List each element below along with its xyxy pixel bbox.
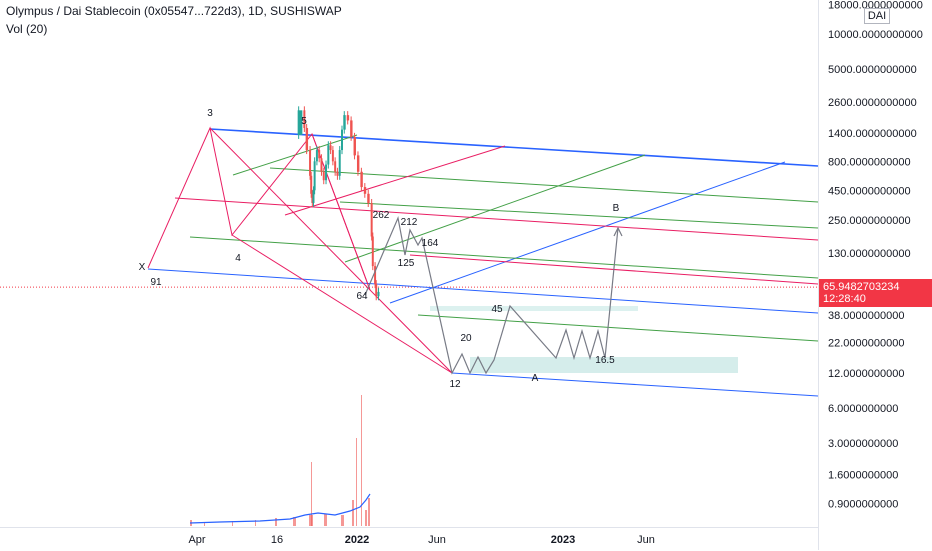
wave-label: 4 (235, 253, 241, 264)
price-axis[interactable] (818, 0, 932, 550)
candle-body (375, 284, 378, 297)
candle-body (346, 115, 350, 121)
pattern-diagonal-2 (231, 234, 453, 374)
wave-label: 20 (460, 333, 472, 344)
candle-body (329, 145, 332, 151)
wave-label: 164 (422, 238, 439, 249)
wave-label: 45 (491, 304, 503, 315)
pattern-diagonal-1 (209, 127, 371, 291)
wave-label: B (613, 203, 620, 214)
candle-body (363, 187, 367, 194)
volume-bar (293, 517, 296, 526)
wave-label: 262 (373, 210, 390, 221)
volume-bar (204, 522, 205, 526)
candle-body (318, 150, 321, 159)
wave-label: 64 (356, 291, 368, 302)
candle-body (310, 175, 313, 194)
candle-body (371, 236, 374, 267)
wave-label: A (532, 373, 539, 384)
volume-bar (255, 520, 256, 526)
volume-ma-line (189, 493, 371, 524)
wave-label: 3 (207, 108, 213, 119)
volume-bar (361, 395, 362, 526)
candle-body (374, 266, 377, 285)
candle-body (334, 161, 337, 172)
wave-label: 12 (449, 379, 461, 390)
volume-bar (275, 518, 277, 526)
candle-body (353, 136, 356, 156)
green-parallel-3 (189, 236, 819, 279)
volume-bar (341, 515, 344, 526)
volume-bar (232, 521, 233, 526)
green-parallel-2 (339, 201, 819, 229)
candle-body (343, 115, 346, 130)
projection-arrow (613, 226, 623, 237)
bar-countdown: 12:28:40 (823, 293, 866, 305)
wave-label: 125 (398, 258, 415, 269)
candle-body (312, 190, 315, 203)
mid-channel-line (147, 268, 819, 314)
wave-label: 212 (401, 217, 418, 228)
candle-body (367, 193, 370, 203)
volume-bar (365, 510, 367, 526)
candle-body (322, 171, 325, 181)
current-price-tag: 65.9482703234 12:28:40 (819, 279, 932, 307)
wave-label: 91 (150, 277, 162, 288)
candle-body (338, 150, 341, 176)
support-zone (470, 357, 738, 373)
green-parallel-1 (269, 167, 819, 203)
candle-body (341, 129, 343, 151)
candle-body (327, 145, 330, 165)
current-price-value: 65.9482703234 (823, 281, 900, 293)
wave-label: X (139, 262, 146, 273)
green-fork-line (344, 154, 646, 263)
lower-channel-line (451, 372, 819, 397)
candle-body (311, 193, 314, 203)
candle-body (303, 110, 306, 128)
pink-parallel-1 (174, 197, 819, 241)
wave-label: 5 (301, 116, 307, 127)
candle-body (377, 291, 380, 297)
candle-body (309, 150, 312, 176)
candle-body (350, 120, 353, 137)
candle-body (325, 164, 328, 181)
candle-body (336, 171, 339, 176)
volume-bar (352, 500, 354, 526)
volume-bar (368, 498, 370, 526)
candle-body (320, 158, 323, 172)
candle-body (315, 150, 318, 162)
candle-body (305, 127, 309, 151)
time-axis[interactable] (0, 527, 818, 551)
candle-body (297, 110, 303, 135)
wave-label: 16.5 (595, 355, 615, 366)
candle-body (360, 171, 363, 188)
harmonic-pattern (147, 126, 453, 374)
currency-badge[interactable]: DAI (864, 8, 890, 24)
volume-bar (356, 438, 357, 526)
median-fork-line (389, 161, 786, 304)
green-parallel-4 (417, 314, 819, 342)
pink-fork-line (284, 145, 506, 216)
volume-bar (324, 514, 327, 526)
candle-body (356, 155, 360, 172)
projection-path (364, 215, 619, 375)
candle-body (370, 202, 373, 237)
candle-body (331, 150, 334, 162)
pattern-diagonal-3 (311, 133, 371, 291)
resistance-zone (430, 306, 638, 311)
candle-body (313, 161, 316, 191)
volume-bar (311, 462, 312, 526)
volume-indicator-label[interactable]: Vol (20) (6, 22, 48, 36)
symbol-title: Olympus / Dai Stablecoin (0x05547...722d… (6, 4, 342, 18)
